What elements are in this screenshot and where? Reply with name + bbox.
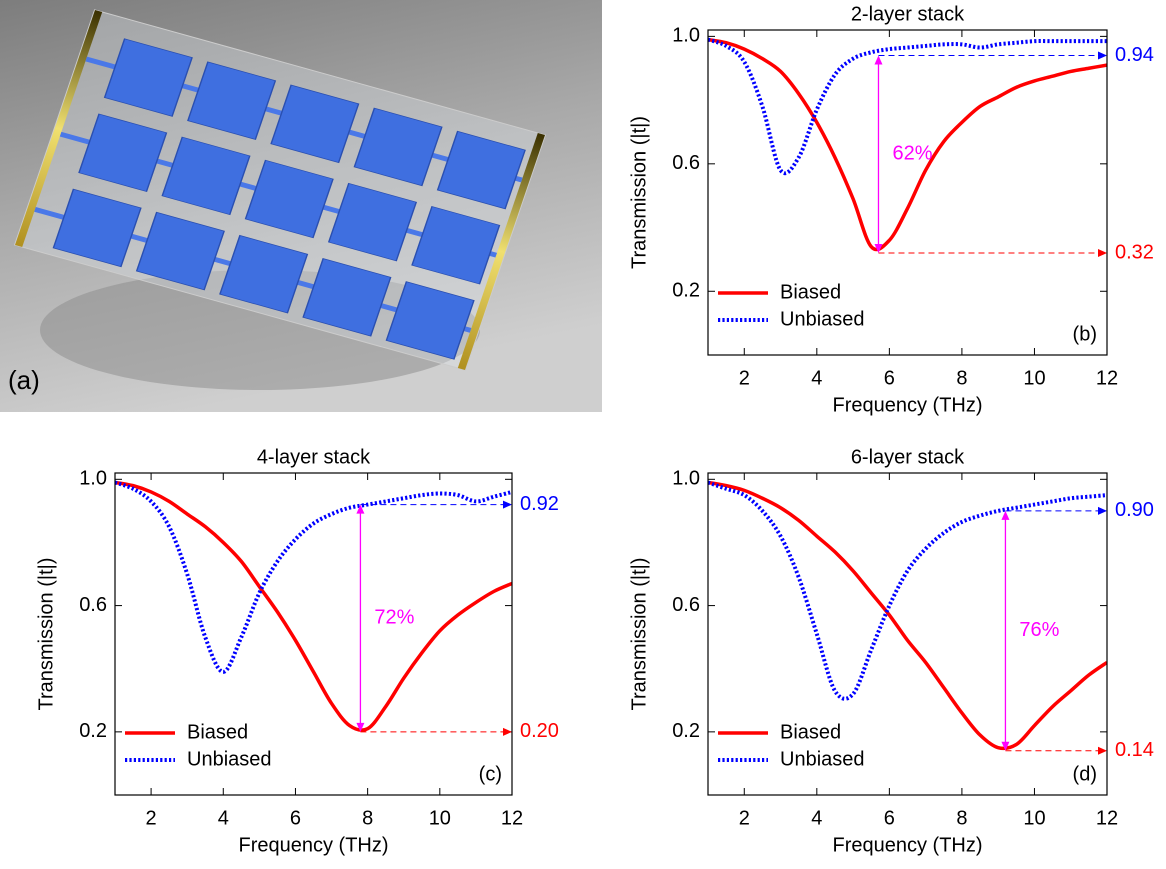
x-tick-label: 6 <box>884 367 895 389</box>
x-tick-label: 8 <box>362 807 373 829</box>
y-axis-label: Transmission (|t|) <box>628 558 650 711</box>
patch <box>385 281 475 360</box>
series-line <box>708 37 1107 252</box>
x-tick-label: 10 <box>1023 807 1045 829</box>
y-tick-label: 0.6 <box>672 152 700 174</box>
arrow-head <box>1098 746 1107 755</box>
x-tick-label: 6 <box>290 807 301 829</box>
arrow-head <box>874 244 883 254</box>
legend-label: Biased <box>780 281 841 303</box>
legend-label: Unbiased <box>187 748 272 770</box>
patch <box>187 61 277 140</box>
x-tick-label: 8 <box>956 367 967 389</box>
x-tick-label: 10 <box>1023 367 1045 389</box>
x-tick-label: 2 <box>739 807 750 829</box>
patch <box>436 130 526 210</box>
series-line <box>708 480 1107 701</box>
axes-frame <box>707 472 1108 796</box>
patch <box>327 182 418 262</box>
patch-array <box>34 38 526 360</box>
chart-title: 2-layer stack <box>851 3 965 25</box>
series-line <box>115 480 512 674</box>
arrow-head <box>1001 741 1010 751</box>
y-axis-label: Transmission (|t|) <box>35 558 57 711</box>
patch <box>270 84 360 164</box>
legend-label: Biased <box>187 721 248 743</box>
arrow-head <box>1098 506 1107 515</box>
arrow-head <box>356 722 365 732</box>
panel-label: (d) <box>1073 763 1097 785</box>
legend-label: Unbiased <box>780 748 865 770</box>
unbiased-level-label: 0.92 <box>520 493 559 515</box>
arrow-head <box>1098 249 1107 258</box>
axes-frame <box>707 29 1108 356</box>
panel-label: (c) <box>479 763 502 785</box>
legend-label: Biased <box>780 721 841 743</box>
x-tick-label: 2 <box>739 367 750 389</box>
metasurface <box>13 9 547 371</box>
x-tick-label: 6 <box>884 807 895 829</box>
unbiased-level-label: 0.94 <box>1115 44 1154 66</box>
x-axis-label: Frequency (THz) <box>832 394 982 416</box>
x-tick-label: 4 <box>811 367 822 389</box>
legend-label: Unbiased <box>780 308 865 330</box>
arrow-head <box>503 727 512 736</box>
contrast-label: 76% <box>1019 619 1059 641</box>
patch <box>52 188 142 268</box>
patch <box>353 107 443 187</box>
x-axis-label: Frequency (THz) <box>832 834 982 856</box>
y-tick-label: 1.0 <box>79 468 107 490</box>
biased-level-label: 0.32 <box>1115 241 1154 263</box>
x-tick-label: 10 <box>429 807 451 829</box>
x-tick-label: 12 <box>501 807 523 829</box>
y-tick-label: 0.6 <box>79 594 107 616</box>
patch <box>219 234 309 314</box>
y-tick-label: 0.6 <box>672 594 700 616</box>
biased-level-label: 0.14 <box>1115 739 1154 761</box>
x-tick-label: 12 <box>1096 807 1118 829</box>
patch <box>78 113 168 193</box>
patch <box>302 258 392 337</box>
x-tick-label: 4 <box>218 807 229 829</box>
biased-level-label: 0.20 <box>520 720 559 742</box>
contrast-label: 72% <box>374 606 414 628</box>
y-tick-label: 0.2 <box>672 720 700 742</box>
axes-frame <box>114 472 513 796</box>
series-line <box>115 480 512 732</box>
electrode-right <box>457 133 546 370</box>
x-tick-label: 2 <box>146 807 157 829</box>
y-tick-label: 1.0 <box>672 468 700 490</box>
unbiased-level-label: 0.90 <box>1115 499 1154 521</box>
arrow-head <box>1098 51 1107 60</box>
x-tick-label: 8 <box>956 807 967 829</box>
patch <box>411 205 501 285</box>
contrast-label: 62% <box>892 143 932 165</box>
chart-title: 6-layer stack <box>851 446 965 468</box>
y-tick-label: 1.0 <box>672 25 700 47</box>
patch <box>244 159 334 239</box>
patch <box>135 211 225 291</box>
arrow-head <box>874 55 883 65</box>
x-tick-label: 4 <box>811 807 822 829</box>
panel-label: (a) <box>8 365 40 395</box>
y-axis-label: Transmission (|t|) <box>628 116 650 269</box>
patch <box>103 38 193 117</box>
arrow-head <box>356 504 365 514</box>
x-tick-label: 12 <box>1096 367 1118 389</box>
patch <box>161 136 251 216</box>
series-line <box>708 480 1107 751</box>
chart-title: 4-layer stack <box>257 446 371 468</box>
electrode-left <box>14 10 103 247</box>
panel-label: (b) <box>1073 323 1097 345</box>
device-render: (a) <box>0 0 602 412</box>
arrow-head <box>503 500 512 509</box>
y-tick-label: 0.2 <box>79 720 107 742</box>
y-tick-label: 0.2 <box>672 280 700 302</box>
x-axis-label: Frequency (THz) <box>238 834 388 856</box>
arrow-head <box>1001 510 1010 520</box>
series-line <box>708 37 1107 176</box>
